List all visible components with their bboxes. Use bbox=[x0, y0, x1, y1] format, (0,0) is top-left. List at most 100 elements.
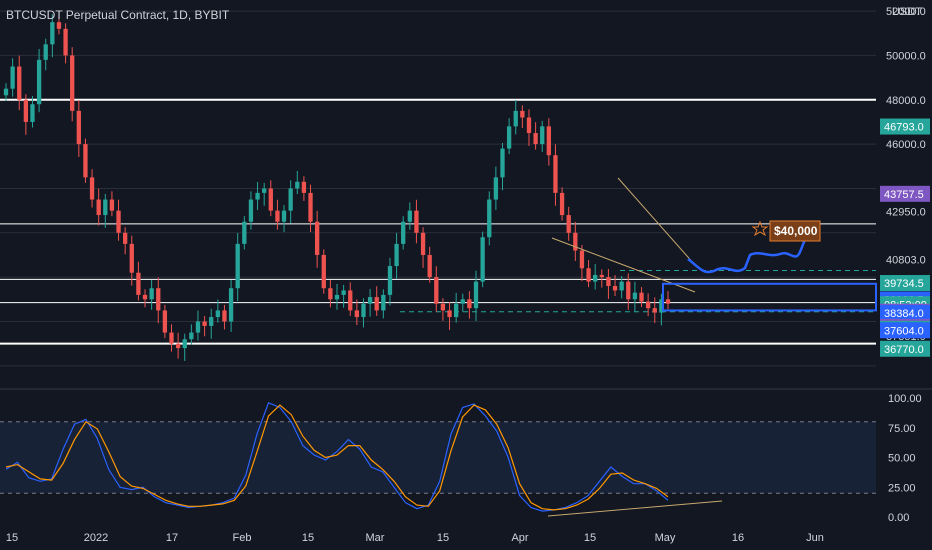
candle bbox=[381, 289, 386, 319]
candle bbox=[579, 244, 585, 282]
candle bbox=[473, 270, 479, 322]
candle bbox=[639, 287, 644, 308]
candle bbox=[235, 233, 240, 302]
candle bbox=[301, 176, 307, 201]
price-label-tag bbox=[880, 185, 930, 202]
candle bbox=[467, 291, 472, 319]
candle bbox=[83, 138, 88, 183]
candle bbox=[520, 105, 525, 128]
stoch-band bbox=[0, 421, 876, 494]
time-tick-label: Feb bbox=[233, 532, 252, 544]
candle bbox=[169, 324, 174, 352]
candle bbox=[149, 280, 154, 310]
candle bbox=[116, 199, 121, 241]
candle bbox=[209, 308, 214, 339]
candle bbox=[248, 191, 254, 230]
candle bbox=[43, 38, 48, 71]
candle bbox=[626, 273, 631, 310]
candle bbox=[619, 276, 624, 299]
candle bbox=[454, 292, 459, 323]
candle bbox=[480, 231, 485, 288]
candle bbox=[447, 302, 452, 330]
stoch-d-line bbox=[5, 404, 669, 511]
candle bbox=[23, 94, 29, 135]
annotation-box bbox=[769, 220, 821, 242]
candle bbox=[348, 282, 353, 316]
candle bbox=[30, 96, 35, 128]
candle bbox=[162, 304, 168, 339]
candle bbox=[559, 187, 565, 221]
candle bbox=[566, 206, 571, 241]
time-tick-label: 15 bbox=[6, 532, 18, 544]
price-tick-label: 50000.0 bbox=[886, 50, 926, 62]
time-tick-label: 2022 bbox=[84, 532, 108, 544]
candle bbox=[553, 144, 558, 206]
candle bbox=[136, 261, 141, 301]
price-label-text: 38384.0 bbox=[884, 308, 924, 320]
candle bbox=[10, 58, 15, 97]
candle bbox=[573, 221, 578, 261]
projected-path bbox=[687, 231, 810, 274]
candle bbox=[182, 333, 187, 361]
time-axis[interactable]: 15 2022 17 Feb 15 Mar 15 Apr 15 May 16 Jun bbox=[6, 532, 824, 544]
time-tick-label: Apr bbox=[511, 532, 528, 544]
candle bbox=[202, 315, 207, 337]
chart-title: BTCUSDT Perpetual Contract, 1D, BYBIT bbox=[6, 8, 230, 22]
candle bbox=[420, 227, 426, 268]
stoch-tick-label: 100.00 bbox=[888, 393, 922, 405]
candle bbox=[500, 143, 505, 191]
candle bbox=[427, 246, 432, 283]
time-tick-label: Mar bbox=[366, 532, 385, 544]
candle bbox=[281, 205, 287, 233]
candle bbox=[487, 191, 492, 246]
candle bbox=[387, 257, 393, 306]
candle bbox=[540, 120, 545, 153]
price-tick-label: 52000.0 bbox=[886, 6, 926, 18]
price-axis[interactable]: 52000.0 50000.0 48000.0 46000.0 42950.0 40803… bbox=[880, 6, 930, 524]
price-tick-label: 42950.0 bbox=[886, 207, 926, 219]
stoch-tick-label: 50.00 bbox=[888, 453, 916, 465]
candle bbox=[645, 293, 651, 317]
time-tick-label: Jun bbox=[806, 532, 824, 544]
candle bbox=[367, 288, 373, 317]
currency-label: USDT bbox=[892, 6, 922, 18]
candle bbox=[354, 299, 360, 326]
candle bbox=[434, 266, 439, 312]
candle bbox=[460, 293, 465, 312]
candle bbox=[215, 299, 220, 323]
candle bbox=[96, 188, 101, 226]
candle bbox=[89, 169, 95, 208]
stoch-tick-label: 25.00 bbox=[888, 482, 916, 494]
time-tick-label: 17 bbox=[166, 532, 178, 544]
candle bbox=[123, 227, 128, 255]
candle bbox=[63, 23, 68, 64]
price-label-text: 39734.5 bbox=[884, 278, 924, 290]
price-label-tag bbox=[880, 322, 930, 339]
candle bbox=[328, 280, 333, 308]
stochastic-rsi-pane bbox=[0, 402, 876, 517]
price-label-tag bbox=[880, 304, 930, 321]
candle bbox=[606, 268, 611, 299]
candle bbox=[341, 284, 346, 308]
candlestick-series bbox=[3, 11, 671, 361]
price-tick-label: 48000.0 bbox=[886, 95, 926, 107]
candle bbox=[546, 118, 551, 166]
stoch-tick-label: 75.00 bbox=[888, 423, 916, 435]
candle bbox=[70, 47, 75, 122]
price-label-text: 46793.0 bbox=[884, 122, 924, 134]
candle bbox=[407, 202, 412, 230]
candle bbox=[314, 210, 320, 268]
candle bbox=[50, 13, 55, 58]
time-tick-label: May bbox=[655, 532, 676, 544]
time-tick-label: 16 bbox=[732, 532, 744, 544]
candle bbox=[189, 324, 194, 345]
time-tick-label: 15 bbox=[584, 532, 596, 544]
candle bbox=[156, 277, 161, 324]
price-label-tag bbox=[880, 275, 930, 292]
candle bbox=[142, 289, 148, 308]
candle bbox=[103, 194, 108, 228]
price-tick-label: 40803.0 bbox=[886, 254, 926, 266]
candle bbox=[493, 166, 499, 210]
candle bbox=[295, 170, 300, 194]
